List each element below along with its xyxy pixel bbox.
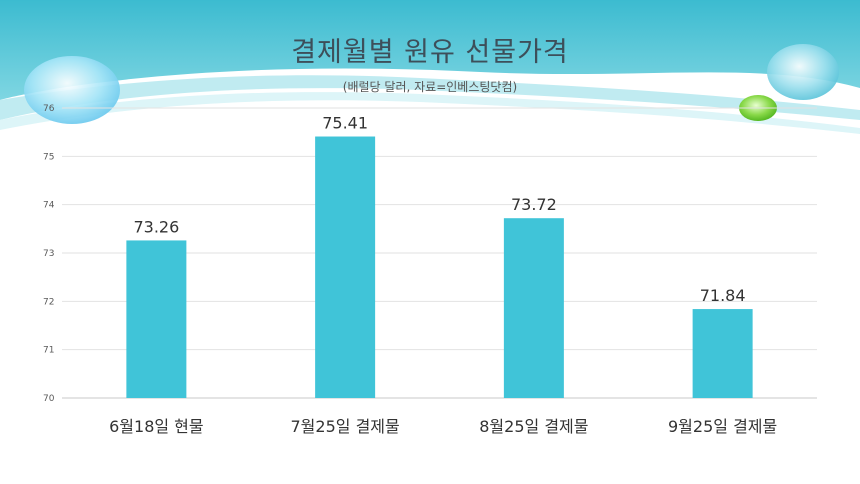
x-category-label: 8월25일 결제물 (479, 417, 588, 436)
data-label: 71.84 (700, 286, 746, 305)
bar (126, 240, 187, 398)
bar (315, 136, 376, 398)
data-label: 73.72 (511, 195, 557, 214)
bar (503, 218, 564, 398)
y-tick-label: 74 (43, 201, 55, 211)
x-category-label: 9월25일 결제물 (668, 417, 777, 436)
y-tick-label: 73 (43, 249, 54, 259)
y-tick-label: 75 (43, 152, 54, 162)
bar (692, 309, 753, 398)
data-label: 75.41 (322, 114, 368, 133)
y-tick-label: 76 (43, 104, 55, 114)
y-tick-label: 72 (43, 297, 54, 307)
y-tick-label: 71 (43, 346, 54, 356)
x-category-label: 6월18일 현물 (109, 417, 204, 436)
decorative-bubble-right (767, 44, 839, 100)
chart-subtitle: (배럴당 달러, 자료=인베스팅닷컴) (342, 80, 518, 94)
chart-title: 결제월별 원유 선물가격 (291, 37, 569, 68)
y-tick-label: 70 (43, 394, 55, 404)
x-category-label: 7월25일 결제물 (291, 417, 400, 436)
decorative-bubble-left (24, 56, 120, 124)
data-label: 73.26 (133, 217, 179, 236)
